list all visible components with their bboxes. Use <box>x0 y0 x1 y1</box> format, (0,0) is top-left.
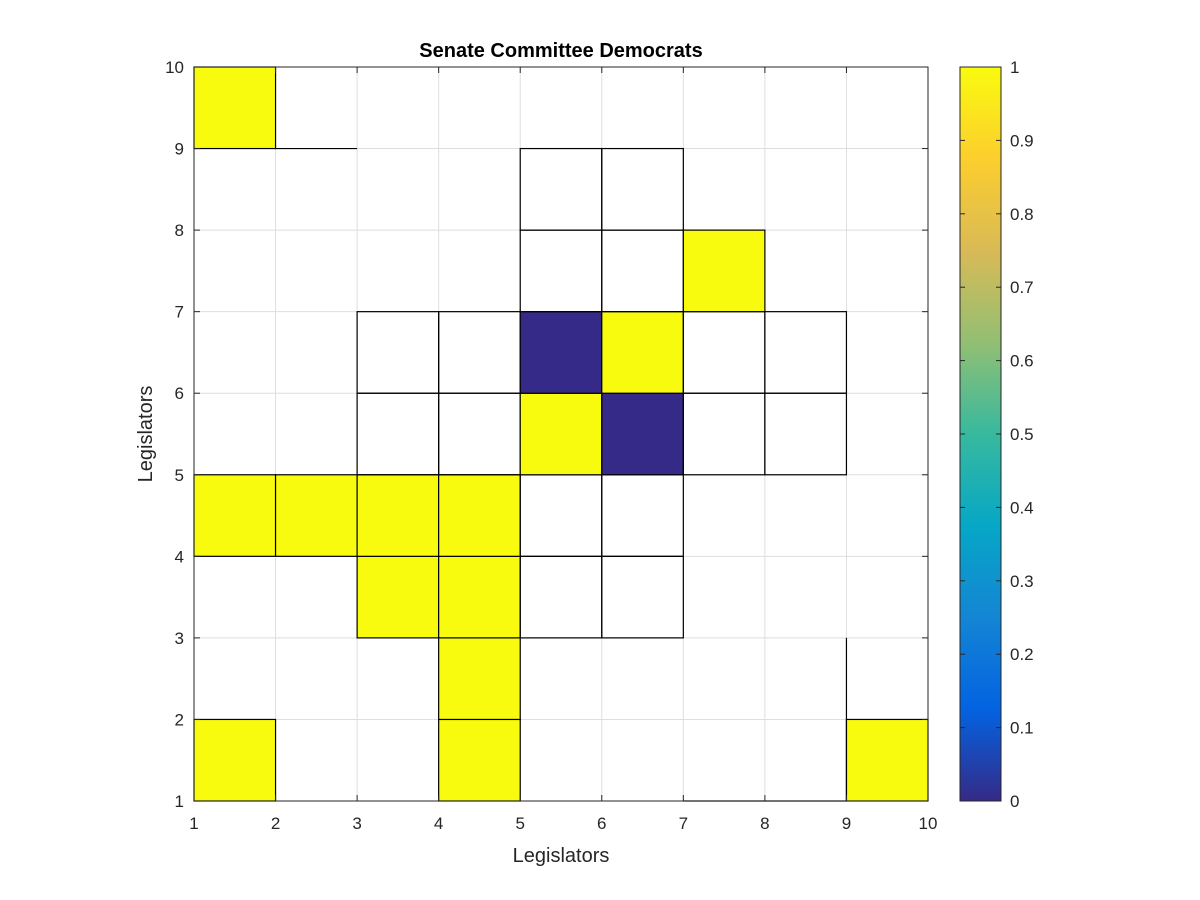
heatmap-cell <box>682 311 766 394</box>
y-axis-label: Legislators <box>135 386 157 483</box>
colorbar-tick-label: 1 <box>1010 58 1019 77</box>
heatmap-cell <box>764 392 848 476</box>
colorbar-tick-label: 0.3 <box>1010 572 1034 591</box>
x-tick-label: 3 <box>352 814 361 833</box>
y-tick-label: 7 <box>175 303 184 322</box>
y-tick-label: 3 <box>175 629 184 648</box>
plot-area-border <box>193 66 929 802</box>
colorbar-tick-label: 0.2 <box>1010 645 1034 664</box>
colorbar-tick-label: 0.9 <box>1010 131 1034 150</box>
heatmap-cell <box>601 229 684 313</box>
heatmap-cell <box>764 311 848 394</box>
heatmap-cell <box>682 229 766 313</box>
heatmap-cell <box>519 555 603 639</box>
heatmap-cell <box>601 555 684 639</box>
x-tick-label: 9 <box>842 814 851 833</box>
y-tick-label: 5 <box>175 466 184 485</box>
heatmap-cell <box>356 392 440 476</box>
heatmap-cell <box>193 66 277 150</box>
x-tick-label: 5 <box>515 814 524 833</box>
heatmap-cell <box>601 147 684 231</box>
heatmap-cell <box>356 311 440 394</box>
x-tick-label: 10 <box>919 814 938 833</box>
heatmap-cell <box>438 392 521 476</box>
heatmap-cells <box>193 66 929 802</box>
x-tick-label: 6 <box>597 814 606 833</box>
colorbar: 0 0.1 0.2 0.3 0.4 0.5 0.6 0.7 0.8 0.9 1 <box>959 58 1034 811</box>
heatmap-cell <box>438 474 521 557</box>
colorbar-tick-label: 0.4 <box>1010 498 1034 517</box>
heatmap-cell <box>438 718 521 802</box>
colorbar-gradient <box>959 66 1002 802</box>
y-axis: 1 2 3 4 5 6 7 8 9 10 <box>165 58 928 811</box>
heatmap-cell <box>438 637 521 721</box>
heatmap-cell <box>438 311 521 394</box>
heatmap-cell <box>601 474 684 557</box>
y-tick-label: 10 <box>165 58 184 77</box>
heatmap-cell <box>438 555 521 639</box>
heatmap-cell <box>519 147 603 231</box>
chart-title: Senate Committee Democrats <box>419 40 702 62</box>
heatmap-cell <box>519 474 603 557</box>
x-axis: 1 2 3 4 5 6 7 8 9 10 <box>189 67 937 833</box>
heatmap-cell <box>519 311 603 394</box>
heatmap-cell <box>193 718 277 802</box>
colorbar-tick-label: 0.5 <box>1010 425 1034 444</box>
colorbar-tick-label: 0.8 <box>1010 205 1034 224</box>
colorbar-tick-label: 0.1 <box>1010 719 1034 738</box>
y-tick-label: 4 <box>175 547 184 566</box>
y-tick-label: 2 <box>175 710 184 729</box>
x-tick-label: 4 <box>434 814 443 833</box>
heatmap-cell <box>601 392 684 476</box>
heatmap-cell <box>356 474 440 557</box>
colorbar-tick-label: 0.7 <box>1010 278 1034 297</box>
colorbar-tick-label: 0.6 <box>1010 352 1034 371</box>
x-axis-label: Legislators <box>513 845 610 867</box>
y-tick-label: 1 <box>175 792 184 811</box>
heatmap-cell <box>193 474 277 557</box>
heatmap-cell <box>519 229 603 313</box>
heatmap-cell <box>845 718 929 802</box>
heatmap-cell <box>682 392 766 476</box>
heatmap-cell <box>356 555 440 639</box>
colorbar-tick-label: 0 <box>1010 792 1019 811</box>
y-tick-label: 6 <box>175 384 184 403</box>
heatmap-cell <box>274 474 358 557</box>
heatmap-cell <box>519 392 603 476</box>
y-tick-label: 9 <box>175 140 184 159</box>
x-tick-label: 2 <box>271 814 280 833</box>
x-tick-label: 1 <box>189 814 198 833</box>
y-tick-label: 8 <box>175 221 184 240</box>
x-tick-label: 8 <box>760 814 769 833</box>
x-tick-label: 7 <box>679 814 688 833</box>
heatmap-cell <box>601 311 684 394</box>
